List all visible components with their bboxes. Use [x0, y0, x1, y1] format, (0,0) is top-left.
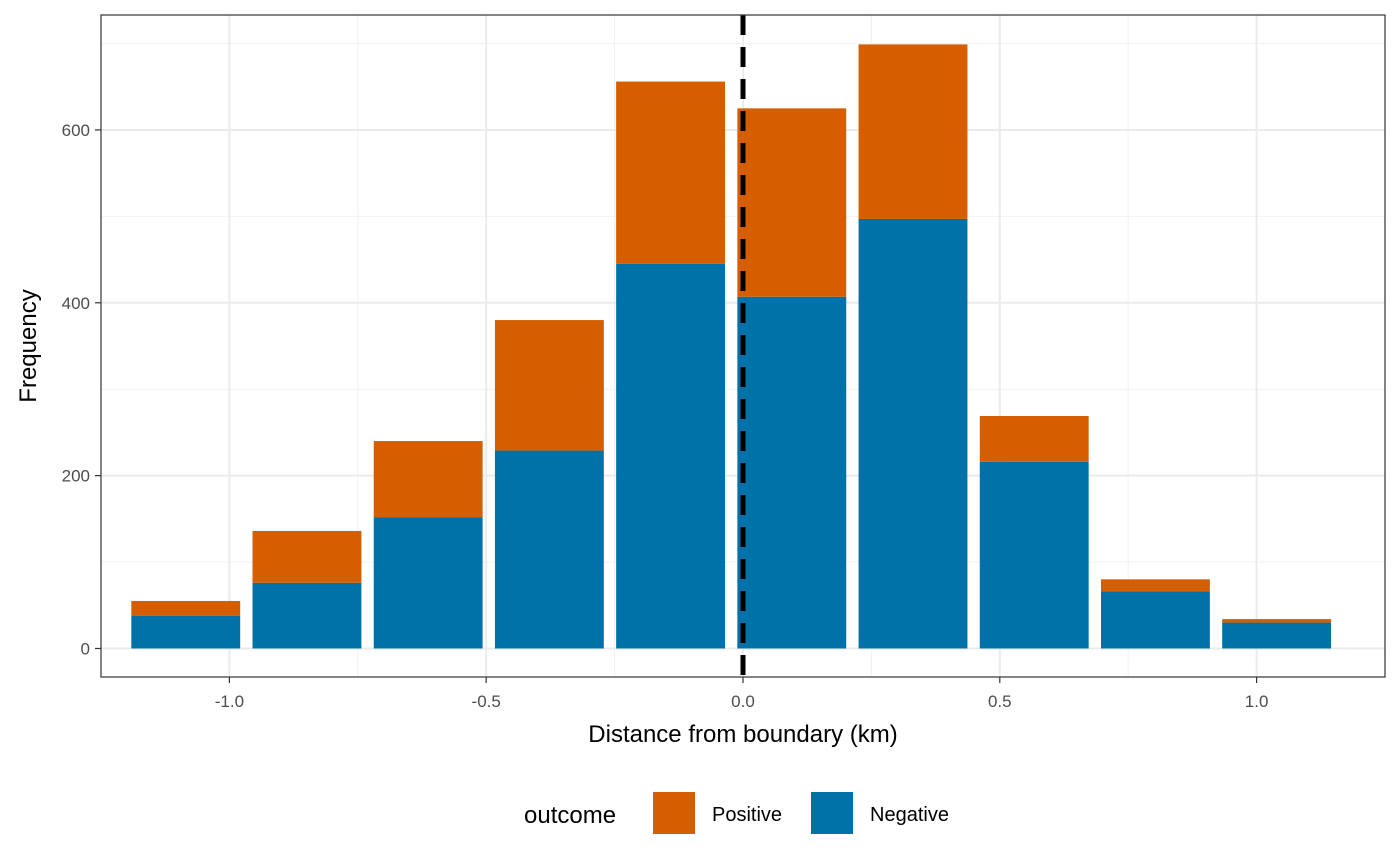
bar-negative-3	[373, 517, 483, 649]
legend-label-positive: Positive	[712, 804, 782, 826]
bar-negative-10	[1222, 622, 1332, 649]
bar-negative-5	[616, 263, 726, 649]
bar-negative-6	[737, 296, 847, 649]
x-tick-label: 1.0	[1245, 692, 1269, 711]
x-axis-title: Distance from boundary (km)	[588, 721, 897, 748]
x-tick-label: 0.0	[731, 692, 755, 711]
bar-positive-5	[616, 81, 726, 264]
bar-positive-1	[131, 600, 241, 616]
bar-positive-8	[979, 416, 1089, 462]
y-axis-ticks: 0 200 400 600	[62, 121, 101, 658]
bar-positive-6	[737, 108, 847, 297]
y-tick-label: 600	[62, 121, 90, 140]
bar-negative-4	[494, 450, 604, 649]
y-tick-label: 0	[81, 639, 90, 658]
bar-positive-3	[373, 441, 483, 518]
bar-negative-8	[979, 461, 1089, 649]
bar-positive-9	[1100, 579, 1210, 592]
legend-title: outcome	[524, 802, 616, 829]
x-axis-ticks: -1.0 -0.5 0.0 0.5 1.0	[215, 677, 1269, 711]
legend-label-negative: Negative	[870, 804, 949, 826]
legend-swatch-negative	[811, 792, 853, 834]
legend: outcome Positive Negative	[524, 792, 949, 834]
bar-negative-9	[1100, 591, 1210, 649]
bar-positive-10	[1222, 619, 1332, 623]
x-tick-label: -0.5	[472, 692, 501, 711]
y-tick-label: 400	[62, 294, 90, 313]
x-tick-label: -1.0	[215, 692, 244, 711]
bar-positive-4	[494, 320, 604, 451]
bar-negative-2	[252, 582, 362, 649]
bar-positive-2	[252, 530, 362, 583]
bar-positive-7	[858, 44, 968, 219]
bars-group	[131, 44, 1332, 649]
y-axis-title: Frequency	[15, 289, 42, 402]
bar-negative-7	[858, 218, 968, 649]
bar-negative-1	[131, 615, 241, 649]
y-tick-label: 200	[62, 467, 90, 486]
x-tick-label: 0.5	[988, 692, 1012, 711]
legend-swatch-positive	[653, 792, 695, 834]
